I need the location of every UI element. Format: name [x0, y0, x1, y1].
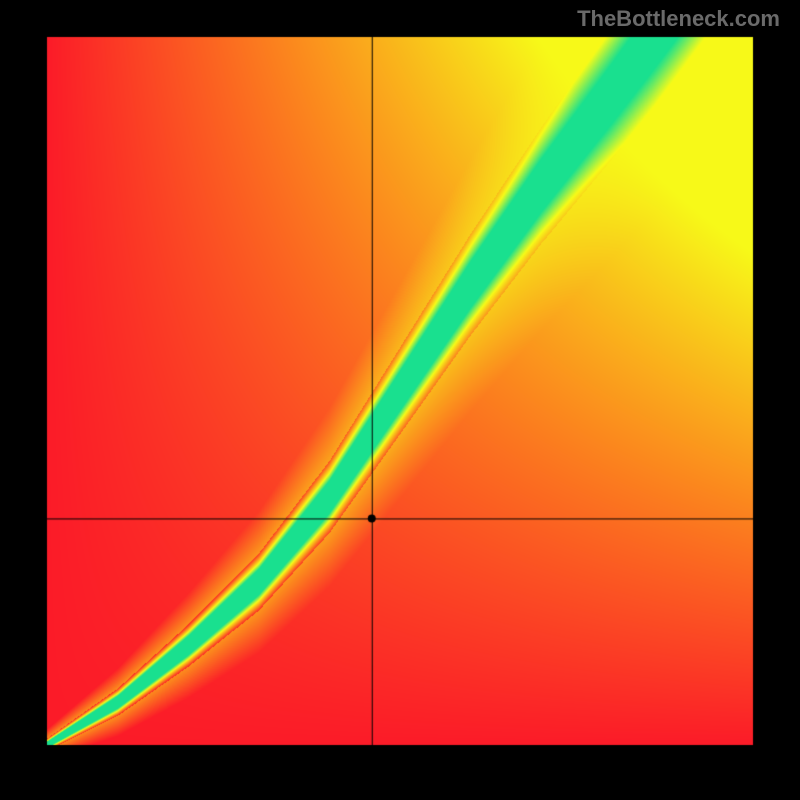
heatmap-canvas [0, 0, 800, 800]
watermark-label: TheBottleneck.com [577, 6, 780, 32]
chart-container: TheBottleneck.com [0, 0, 800, 800]
